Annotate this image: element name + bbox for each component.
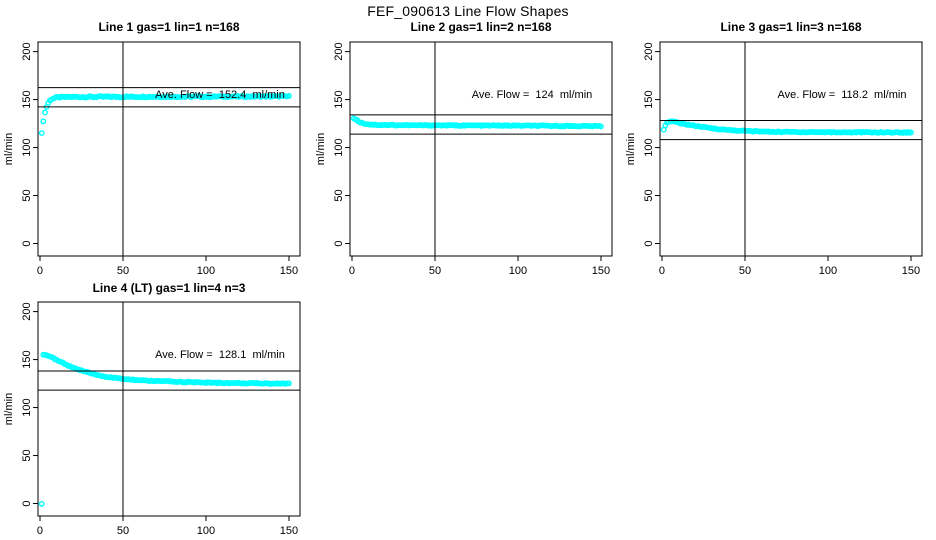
svg-text:100: 100 (21, 138, 33, 156)
svg-text:150: 150 (280, 525, 298, 537)
svg-text:50: 50 (429, 265, 441, 277)
svg-text:50: 50 (21, 449, 33, 461)
svg-text:50: 50 (643, 189, 655, 201)
svg-text:200: 200 (21, 302, 33, 320)
svg-text:150: 150 (280, 265, 298, 277)
subplot3-title: Line 3 gas=1 lin=3 n=168 (720, 20, 862, 34)
subplot3-y-axis-label: ml/min (625, 132, 637, 166)
svg-text:0: 0 (21, 240, 33, 246)
svg-text:150: 150 (643, 90, 655, 108)
svg-text:150: 150 (902, 265, 920, 277)
svg-text:100: 100 (819, 265, 837, 277)
svg-text:200: 200 (333, 42, 345, 60)
svg-text:100: 100 (197, 265, 215, 277)
svg-text:100: 100 (509, 265, 527, 277)
svg-text:100: 100 (21, 398, 33, 416)
svg-text:150: 150 (21, 90, 33, 108)
svg-text:100: 100 (333, 138, 345, 156)
subplot3-ave-flow-annotation: Ave. Flow = 118.2 ml/min (777, 89, 907, 101)
subplot4-ave-flow-annotation: Ave. Flow = 128.1 ml/min (155, 349, 285, 361)
svg-text:50: 50 (739, 265, 751, 277)
svg-text:50: 50 (117, 265, 129, 277)
svg-text:0: 0 (333, 240, 345, 246)
subplot4-title: Line 4 (LT) gas=1 lin=4 n=3 (92, 281, 246, 295)
svg-text:200: 200 (21, 42, 33, 60)
svg-text:0: 0 (37, 525, 43, 537)
subplot1-y-axis-label: ml/min (3, 132, 15, 166)
subplot2-y-axis-label: ml/min (315, 132, 327, 166)
svg-text:50: 50 (21, 189, 33, 201)
svg-text:150: 150 (333, 90, 345, 108)
subplot1-ave-flow-annotation: Ave. Flow = 152.4 ml/min (155, 89, 285, 101)
svg-text:0: 0 (21, 500, 33, 506)
svg-text:0: 0 (643, 240, 655, 246)
svg-text:200: 200 (643, 42, 655, 60)
svg-text:150: 150 (592, 265, 610, 277)
subplot4-y-axis-label: ml/min (3, 392, 15, 426)
svg-text:50: 50 (333, 189, 345, 201)
figure-title: FEF_090613 Line Flow Shapes (367, 3, 569, 19)
svg-text:150: 150 (21, 350, 33, 368)
subplot2-title: Line 2 gas=1 lin=2 n=168 (410, 20, 552, 34)
svg-text:100: 100 (197, 525, 215, 537)
svg-text:0: 0 (37, 265, 43, 277)
subplot1-title: Line 1 gas=1 lin=1 n=168 (98, 20, 240, 34)
svg-text:50: 50 (117, 525, 129, 537)
svg-text:0: 0 (349, 265, 355, 277)
svg-text:100: 100 (643, 138, 655, 156)
svg-text:0: 0 (659, 265, 665, 277)
subplot2-ave-flow-annotation: Ave. Flow = 124 ml/min (471, 89, 593, 101)
